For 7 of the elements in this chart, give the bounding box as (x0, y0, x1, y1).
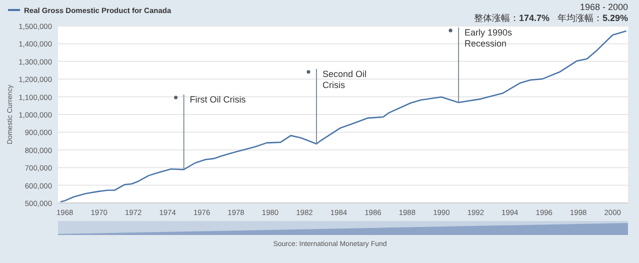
text: 整体涨幅：174.7% (474, 13, 550, 23)
text: 年均涨幅：5.29% (557, 13, 628, 23)
text: 1968 - 2000 (580, 2, 628, 12)
annotation: Second Oil Crisis (322, 68, 366, 90)
annotation: Early 1990s Recession (464, 27, 513, 48)
annotation: First Oil Crisis (190, 94, 246, 105)
line-series (60, 30, 627, 202)
